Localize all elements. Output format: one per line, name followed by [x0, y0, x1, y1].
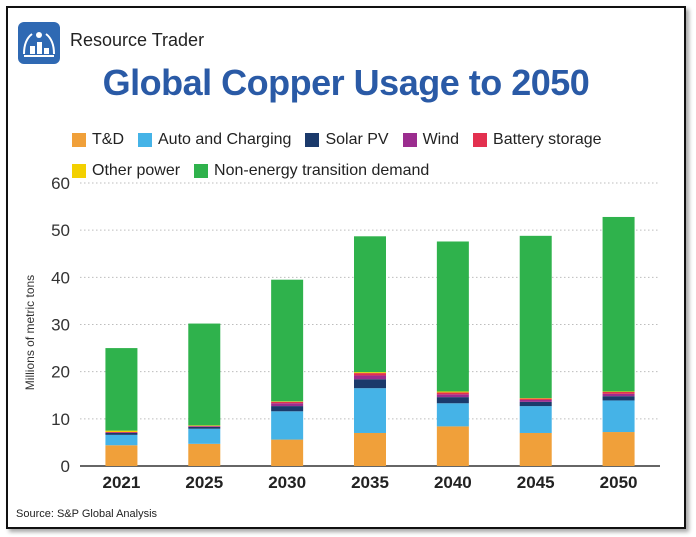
- legend-label: Non-energy transition demand: [214, 162, 430, 179]
- bar-battery-storage-2045: [519, 398, 552, 400]
- bar-non-energy-transition-demand-2021: [105, 348, 138, 431]
- bar-auto-and-charging-2050: [602, 400, 635, 433]
- x-tick-label: 2025: [185, 473, 223, 492]
- legend-item-non-energy-transition-demand: Non-energy transition demand: [194, 157, 429, 185]
- bar-tandd-2030: [271, 439, 304, 466]
- y-tick-label: 40: [51, 268, 70, 287]
- bar-non-energy-transition-demand-2050: [602, 216, 635, 392]
- legend-label: Auto and Charging: [158, 131, 292, 148]
- legend-swatch: [473, 133, 488, 147]
- x-tick-label: 2045: [517, 473, 555, 492]
- brand-name: Resource Trader: [70, 30, 205, 50]
- y-tick-label: 50: [51, 221, 70, 240]
- legend-item-battery-storage: Battery storage: [473, 126, 602, 154]
- bar-battery-storage-2040: [436, 392, 469, 395]
- legend-label: Solar PV: [325, 131, 389, 148]
- x-tick-label: 2040: [434, 473, 472, 492]
- y-tick-label: 60: [51, 174, 70, 193]
- legend-swatch: [72, 164, 86, 178]
- legend-swatch: [72, 133, 86, 147]
- legend-label: Battery storage: [493, 131, 602, 148]
- legend-label: Other power: [92, 162, 181, 179]
- y-tick-label: 30: [51, 316, 70, 335]
- bar-tandd-2025: [188, 443, 221, 466]
- bar-auto-and-charging-2025: [188, 428, 221, 444]
- bar-battery-storage-2050: [602, 391, 635, 394]
- bar-other-power-2021: [105, 430, 138, 433]
- bar-tandd-2050: [602, 432, 635, 466]
- bar-auto-and-charging-2021: [105, 434, 138, 446]
- bar-battery-storage-2035: [354, 373, 386, 376]
- x-tick-label: 2030: [268, 473, 306, 492]
- legend-swatch: [305, 133, 320, 147]
- legend-swatch: [138, 133, 152, 147]
- legend-item-other-power: Other power: [72, 157, 180, 185]
- legend-item-wind: Wind: [402, 126, 460, 154]
- bar-solar-pv-2025: [188, 426, 221, 429]
- bar-tandd-2035: [354, 432, 386, 466]
- x-tick-label: 2035: [351, 473, 389, 492]
- source-note: Source: S&P Global Analysis: [16, 508, 158, 520]
- bar-non-energy-transition-demand-2035: [354, 236, 386, 373]
- bar-tandd-2040: [436, 426, 469, 466]
- legend-item-auto-and-charging: Auto and Charging: [138, 126, 291, 154]
- bar-solar-pv-2030: [271, 406, 304, 412]
- y-axis-label: Millions of metric tons: [23, 275, 37, 390]
- y-tick-label: 10: [51, 410, 70, 429]
- x-tick-label: 2021: [103, 473, 141, 492]
- bar-solar-pv-2021: [105, 432, 138, 435]
- bar-non-energy-transition-demand-2030: [271, 279, 304, 402]
- legend-swatch: [194, 164, 209, 178]
- bar-auto-and-charging-2040: [436, 403, 469, 427]
- bar-non-energy-transition-demand-2025: [188, 323, 221, 426]
- chart-legend: T&D Auto and Charging Solar PV Wind Battery …: [72, 126, 672, 188]
- bar-tandd-2021: [105, 445, 138, 466]
- y-tick-label: 0: [61, 457, 70, 476]
- legend-item-solar-pv: Solar PV: [305, 126, 389, 154]
- bar-wind-2050: [602, 393, 635, 397]
- bar-auto-and-charging-2030: [271, 411, 304, 440]
- bar-solar-pv-2050: [602, 396, 635, 401]
- bar-wind-2045: [519, 399, 552, 402]
- bar-wind-2040: [436, 394, 469, 398]
- bar-battery-storage-2030: [271, 401, 304, 404]
- bar-wind-2035: [354, 375, 386, 380]
- bar-solar-pv-2035: [354, 379, 386, 389]
- bar-auto-and-charging-2045: [519, 406, 552, 433]
- bar-auto-and-charging-2035: [354, 388, 386, 433]
- bar-solar-pv-2040: [436, 397, 469, 404]
- bar-other-power-2035: [354, 372, 386, 374]
- bar-non-energy-transition-demand-2040: [436, 241, 469, 392]
- commodities-logo-icon: [18, 22, 60, 64]
- legend-label: T&D: [92, 131, 124, 148]
- x-tick-label: 2050: [600, 473, 638, 492]
- bar-non-energy-transition-demand-2045: [519, 235, 552, 399]
- legend-label: Wind: [422, 131, 460, 148]
- bar-tandd-2045: [519, 432, 552, 466]
- legend-swatch: [402, 133, 417, 147]
- chart-title: Global Copper Usage to 2050: [102, 62, 590, 103]
- bar-solar-pv-2045: [519, 401, 552, 407]
- bar-other-power-2040: [436, 391, 469, 393]
- y-tick-label: 20: [51, 363, 70, 382]
- legend-item-tandd: T&D: [72, 126, 124, 154]
- bar-wind-2030: [271, 403, 304, 407]
